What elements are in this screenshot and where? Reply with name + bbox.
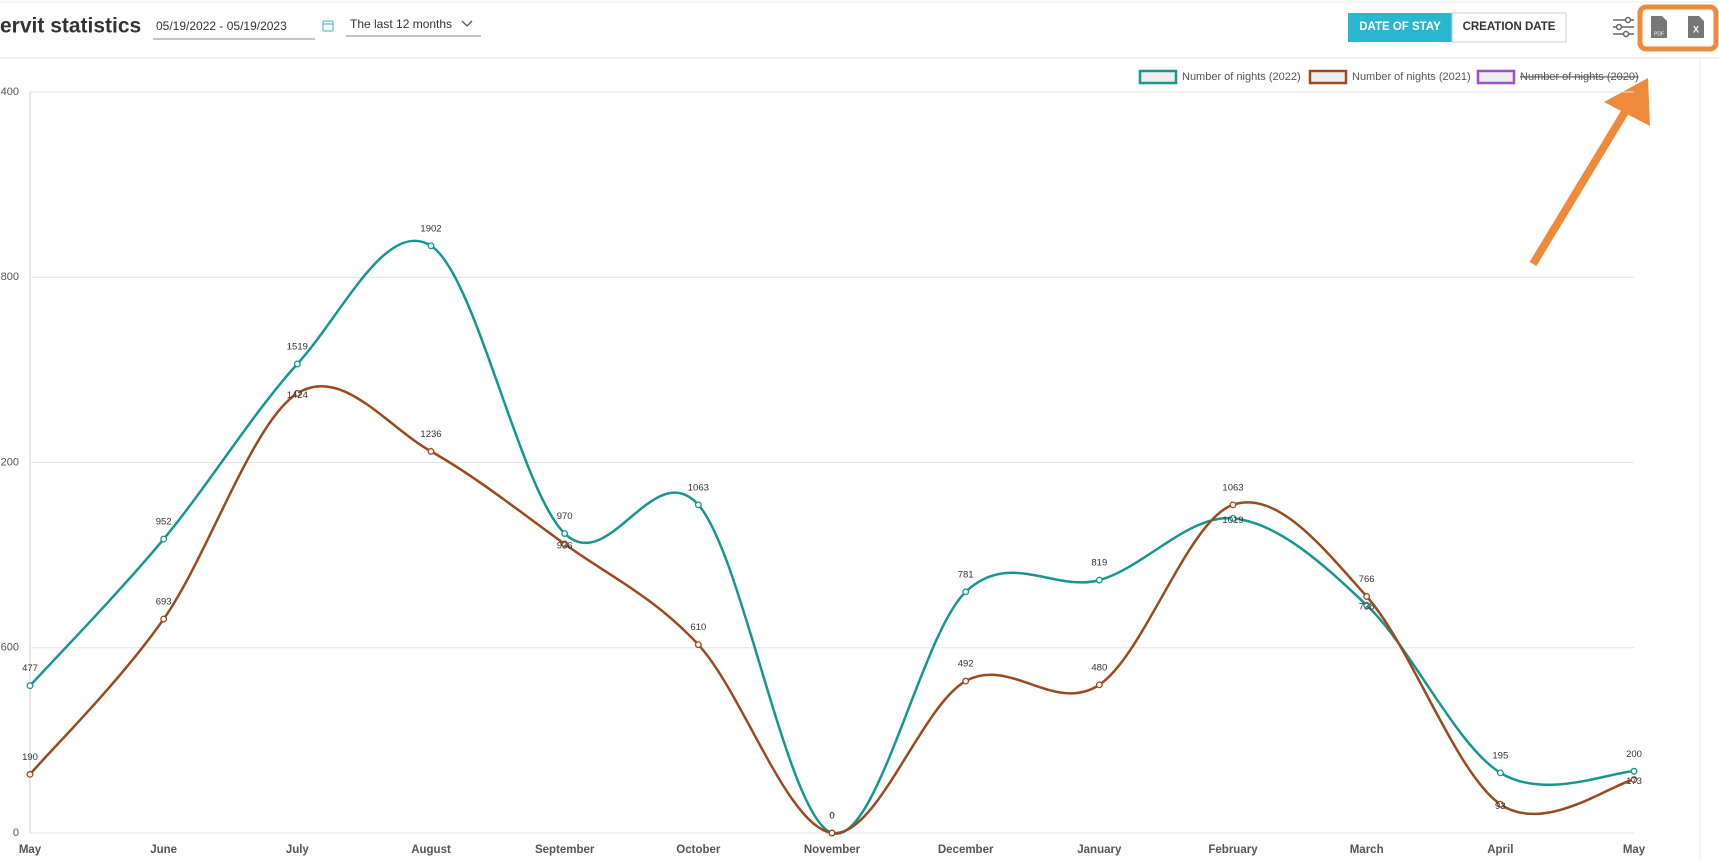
data-label: 0 bbox=[829, 811, 834, 822]
point bbox=[828, 829, 836, 837]
point bbox=[1363, 593, 1371, 600]
page-title: ervit statistics bbox=[0, 15, 141, 38]
button-label: DATE OF STAY bbox=[1359, 21, 1441, 33]
point bbox=[1363, 601, 1371, 609]
data-label: 766 bbox=[1359, 574, 1375, 585]
calendar-icon[interactable] bbox=[322, 20, 334, 32]
x-tick-label: October bbox=[676, 844, 721, 856]
point bbox=[1630, 776, 1638, 784]
filter-icon[interactable] bbox=[1613, 16, 1634, 38]
legend-swatch bbox=[1476, 69, 1516, 85]
point bbox=[26, 770, 34, 778]
data-label: 200 bbox=[1626, 749, 1642, 760]
point bbox=[962, 588, 970, 596]
point bbox=[962, 677, 970, 685]
point bbox=[26, 682, 34, 690]
point bbox=[293, 360, 301, 368]
x-tick-label: August bbox=[411, 844, 451, 856]
data-label: 477 bbox=[22, 663, 38, 674]
data-label: 1063 bbox=[1222, 482, 1243, 493]
data-label: 738 bbox=[1359, 602, 1375, 613]
x-tick-label: March bbox=[1350, 844, 1384, 856]
y-tick-label: 1200 bbox=[0, 456, 19, 468]
legend-label: Number of nights (2022) bbox=[1182, 71, 1301, 83]
data-label: 936 bbox=[557, 541, 573, 552]
data-label: 1902 bbox=[420, 223, 441, 234]
data-label: 610 bbox=[690, 622, 706, 633]
x-tick-label: May bbox=[1623, 844, 1646, 856]
point bbox=[293, 389, 301, 397]
series-line bbox=[29, 239, 1635, 835]
x-tick-label: December bbox=[938, 844, 994, 856]
legend-swatch bbox=[1308, 69, 1348, 85]
data-label: 781 bbox=[958, 569, 974, 580]
data-label: 1063 bbox=[688, 482, 709, 493]
point bbox=[427, 242, 435, 250]
dropdown-arrow bbox=[461, 20, 473, 27]
creation-date-button[interactable] bbox=[1451, 12, 1567, 43]
data-label: 952 bbox=[156, 517, 172, 528]
icon-label: X bbox=[1693, 24, 1699, 34]
data-label: 1424 bbox=[287, 390, 308, 401]
x-tick-label: July bbox=[286, 844, 310, 856]
date-of-stay-button[interactable] bbox=[1348, 13, 1452, 42]
data-label: 1019 bbox=[1222, 515, 1243, 526]
highlight-box bbox=[1637, 4, 1719, 52]
point bbox=[160, 615, 168, 623]
data-label: 1519 bbox=[287, 342, 308, 353]
x-tick-label: April bbox=[1487, 844, 1513, 856]
point bbox=[1095, 681, 1103, 689]
x-tick-label: November bbox=[804, 844, 861, 856]
annotation-arrow bbox=[1529, 78, 1650, 267]
x-tick-label: September bbox=[535, 844, 595, 856]
icon-label: PDF bbox=[1654, 31, 1664, 37]
data-label: 190 bbox=[22, 752, 38, 763]
pdf-icon[interactable]: PDF bbox=[1651, 16, 1667, 38]
legend-label-hidden: Number of nights (2020) bbox=[1520, 71, 1639, 83]
data-label: 819 bbox=[1091, 558, 1107, 569]
point bbox=[1496, 800, 1504, 808]
data-label: 970 bbox=[557, 511, 573, 522]
data-label: 195 bbox=[1492, 750, 1508, 761]
data-label: 1236 bbox=[420, 429, 441, 440]
point bbox=[160, 535, 168, 543]
x-tick-label: May bbox=[19, 844, 42, 856]
legend-label: Number of nights (2021) bbox=[1352, 71, 1471, 83]
y-tick-label: 0 bbox=[13, 827, 19, 839]
series-line bbox=[29, 385, 1635, 835]
y-tick-label: 2400 bbox=[0, 86, 19, 98]
point bbox=[694, 641, 702, 649]
y-tick-label: 600 bbox=[1, 642, 19, 654]
excel-icon[interactable]: X bbox=[1688, 16, 1704, 38]
y-tick-label: 1800 bbox=[0, 271, 19, 283]
data-label: 492 bbox=[958, 659, 974, 670]
point bbox=[1229, 514, 1237, 522]
point bbox=[1095, 576, 1103, 584]
data-label: 693 bbox=[156, 597, 172, 608]
point bbox=[427, 447, 435, 455]
point bbox=[694, 501, 702, 509]
x-tick-label: January bbox=[1077, 844, 1122, 856]
point bbox=[1630, 767, 1638, 775]
legend-swatch bbox=[1138, 69, 1178, 85]
data-label: 173 bbox=[1626, 776, 1642, 787]
data-label: 480 bbox=[1091, 662, 1107, 673]
point bbox=[1229, 501, 1237, 509]
x-tick-label: February bbox=[1208, 844, 1258, 856]
period-select[interactable]: The last 12 months bbox=[350, 17, 452, 31]
point bbox=[1496, 769, 1504, 777]
x-tick-label: June bbox=[150, 844, 177, 856]
point bbox=[561, 530, 569, 537]
data-label: 0 bbox=[829, 811, 834, 822]
point bbox=[561, 540, 569, 548]
date-input[interactable]: 05/19/2022 - 05/19/2023 bbox=[156, 19, 287, 33]
data-label: 93 bbox=[1495, 801, 1506, 812]
button-label: CREATION DATE bbox=[1463, 21, 1556, 33]
